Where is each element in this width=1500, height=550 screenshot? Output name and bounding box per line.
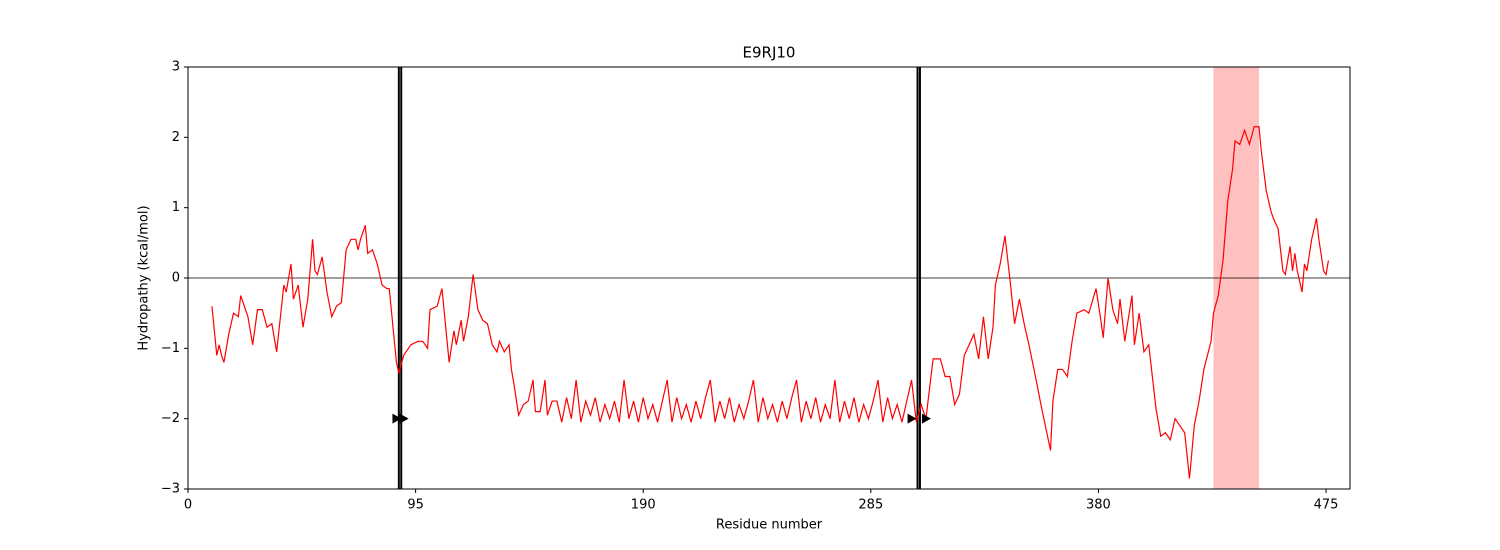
marker: [921, 413, 931, 424]
y-tick-label: −3: [161, 482, 180, 497]
hydropathy-line: [211, 126, 1330, 479]
x-tick-label: 190: [631, 498, 656, 513]
y-tick-label: 3: [172, 60, 180, 75]
y-tick-label: 0: [172, 271, 180, 286]
x-tick-label: 285: [858, 498, 883, 513]
x-tick-label: 380: [1086, 498, 1111, 513]
y-tick-label: −1: [161, 341, 180, 356]
x-tick-label: 475: [1314, 498, 1339, 513]
marker: [399, 413, 409, 424]
y-axis-label: Hydropathy (kcal/mol): [137, 205, 152, 350]
x-tick-label: 0: [184, 498, 192, 513]
marker: [907, 413, 917, 424]
chart-title: E9RJ10: [743, 44, 796, 62]
y-tick-label: −2: [161, 411, 180, 426]
marker: [392, 413, 402, 424]
y-tick-label: 2: [172, 130, 180, 145]
x-axis-label: Residue number: [716, 518, 823, 533]
x-tick-label: 95: [407, 498, 424, 513]
y-tick-label: 1: [172, 200, 180, 215]
